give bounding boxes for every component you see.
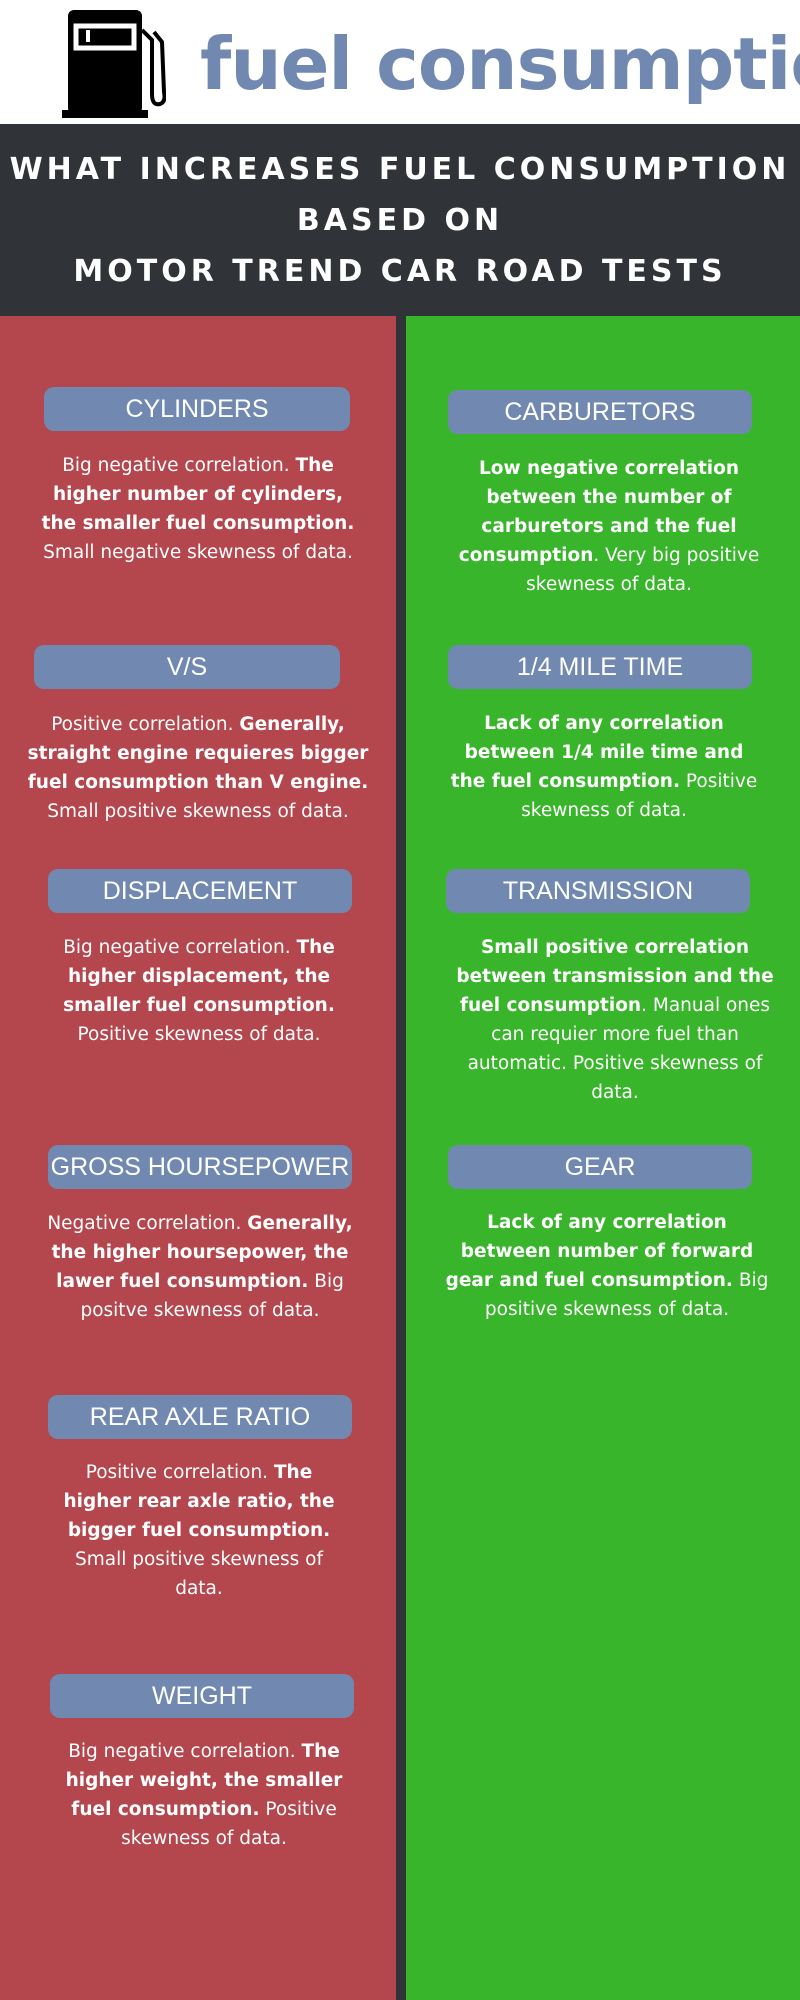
header-banner: WHAT INCREASES FUEL CONSUMPTION BASED ON… (0, 124, 800, 316)
column-divider (396, 316, 406, 2000)
label-transmission: TRANSMISSION (446, 869, 750, 913)
label-weight: WEIGHT (50, 1674, 354, 1718)
top-bar: fuel consumption (0, 0, 800, 124)
description-rear-axle-ratio: Positive correlation. The higher rear ax… (63, 1462, 335, 1599)
header-line: MOTOR TREND CAR ROAD TESTS (73, 254, 727, 289)
description-gross-horsepower: Negative correlation. Generally, the hig… (47, 1213, 353, 1321)
label-gross-horsepower: GROSS HOURSEPOWER (48, 1145, 352, 1189)
description-quarter-mile-time: Lack of any correlation between 1/4 mile… (450, 713, 758, 821)
header-line: BASED ON (296, 203, 504, 238)
header-line: WHAT INCREASES FUEL CONSUMPTION (9, 152, 791, 187)
description-vs: Positive correlation. Generally, straigh… (27, 714, 369, 822)
fuel-pump-icon (62, 10, 166, 118)
description-displacement: Big negative correlation. The higher dis… (63, 937, 335, 1045)
description-carburetors: Low negative correlation between the num… (458, 458, 760, 595)
label-vs: V/S (34, 645, 340, 689)
label-carburetors: CARBURETORS (448, 390, 752, 434)
label-rear-axle-ratio: REAR AXLE RATIO (48, 1395, 352, 1439)
label-cylinders: CYLINDERS (44, 387, 350, 431)
label-quarter-mile-time: 1/4 MILE TIME (448, 645, 752, 689)
description-weight: Big negative correlation. The higher wei… (65, 1741, 343, 1849)
description-cylinders: Big negative correlation. The higher num… (41, 455, 355, 563)
label-displacement: DISPLACEMENT (48, 869, 352, 913)
page-title: fuel consumption (200, 22, 800, 106)
label-gear: GEAR (448, 1145, 752, 1189)
description-transmission: Small positive correlation between trans… (456, 937, 774, 1103)
description-gear: Lack of any correlation between number o… (445, 1212, 769, 1320)
